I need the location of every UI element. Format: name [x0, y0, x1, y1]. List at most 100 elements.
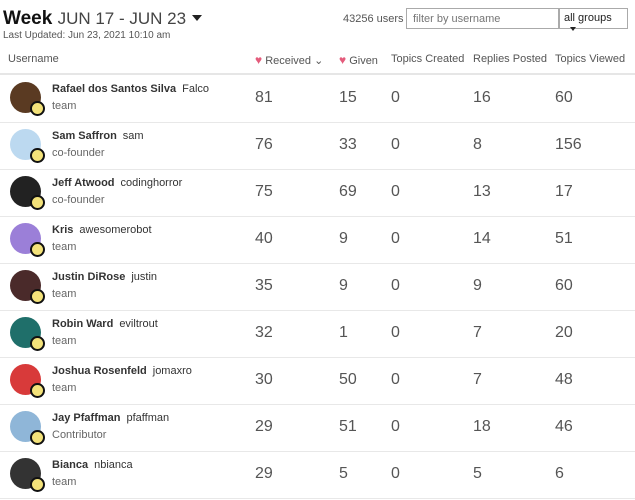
col-received[interactable]: ♥ Received ⌄ [255, 53, 323, 67]
caret-down-icon [192, 15, 203, 21]
username: sam [122, 130, 144, 142]
col-topics-created[interactable]: Topics Created [391, 53, 465, 65]
user-group: team [52, 382, 77, 394]
table-row: Rafael dos Santos Silva Falco team 81 15 … [0, 75, 635, 123]
received-value: 29 [255, 418, 273, 435]
received-value: 76 [255, 136, 273, 153]
username: nbianca [94, 459, 133, 471]
username: codinghorror [120, 177, 183, 189]
full-name: Sam Saffron [52, 130, 117, 142]
user-group: team [52, 241, 77, 253]
period-label: Week [3, 8, 53, 29]
full-name: Justin DiRose [52, 271, 126, 283]
flair-icon [30, 289, 45, 304]
flair-icon [30, 101, 45, 116]
topics-viewed-value: 51 [555, 230, 573, 247]
col-topics-viewed[interactable]: Topics Viewed [555, 53, 626, 65]
user-group: team [52, 288, 77, 300]
full-name: Joshua Rosenfeld [52, 365, 147, 377]
user-group: Contributor [52, 429, 107, 441]
table-row: Sam Saffron sam co-founder 76 33 0 8 156 [0, 122, 635, 170]
user-full-name[interactable]: Jeff Atwood codinghorror [52, 177, 182, 189]
replies-posted-value: 9 [473, 277, 482, 294]
table-row: Jay Pfaffman pfaffman Contributor 29 51 0… [0, 404, 635, 452]
heart-icon: ♥ [255, 53, 263, 67]
flair-icon [30, 477, 45, 492]
col-given[interactable]: ♥ Given [339, 53, 378, 67]
topics-created-value: 0 [391, 371, 400, 388]
given-value: 50 [339, 371, 357, 388]
given-value: 9 [339, 230, 348, 247]
user-group: team [52, 100, 77, 112]
user-full-name[interactable]: Kris awesomerobot [52, 224, 152, 236]
topics-viewed-value: 60 [555, 277, 573, 294]
filter-username-input[interactable] [406, 8, 560, 29]
given-value: 15 [339, 89, 357, 106]
table-row: Justin DiRose justin team 35 9 0 9 60 [0, 263, 635, 311]
username: jomaxro [152, 365, 192, 377]
flair-icon [30, 383, 45, 398]
user-full-name[interactable]: Justin DiRose justin [52, 271, 157, 283]
table-row: Jeff Atwood codinghorror co-founder 75 69… [0, 169, 635, 217]
replies-posted-value: 7 [473, 371, 482, 388]
flair-icon [30, 336, 45, 351]
user-full-name[interactable]: Jay Pfaffman pfaffman [52, 412, 169, 424]
full-name: Jeff Atwood [52, 177, 115, 189]
topics-created-value: 0 [391, 277, 400, 294]
full-name: Rafael dos Santos Silva [52, 83, 177, 95]
user-full-name[interactable]: Sam Saffron sam [52, 130, 144, 142]
username: eviltrout [119, 318, 158, 330]
full-name: Kris [52, 224, 74, 236]
user-group: co-founder [52, 147, 105, 159]
topics-created-value: 0 [391, 230, 400, 247]
table-row: Kris awesomerobot team 40 9 0 14 51 [0, 216, 635, 264]
group-select-value: all groups [564, 12, 612, 24]
given-value: 5 [339, 465, 348, 482]
received-value: 35 [255, 277, 273, 294]
replies-posted-value: 18 [473, 418, 491, 435]
col-replies-posted[interactable]: Replies Posted [473, 53, 547, 65]
topics-created-value: 0 [391, 183, 400, 200]
given-value: 9 [339, 277, 348, 294]
user-count: 43256 users [343, 13, 404, 25]
chevron-down-icon: ⌄ [314, 55, 324, 67]
given-value: 69 [339, 183, 357, 200]
topics-viewed-value: 6 [555, 465, 564, 482]
date-range: JUN 17 - JUN 23 [57, 9, 187, 28]
user-full-name[interactable]: Bianca nbianca [52, 459, 133, 471]
replies-posted-value: 5 [473, 465, 482, 482]
flair-icon [30, 195, 45, 210]
received-value: 29 [255, 465, 273, 482]
replies-posted-value: 13 [473, 183, 491, 200]
received-value: 30 [255, 371, 273, 388]
replies-posted-value: 16 [473, 89, 491, 106]
col-username[interactable]: Username [8, 53, 59, 65]
table-row: Bianca nbianca team 29 5 0 5 6 [0, 451, 635, 499]
given-value: 51 [339, 418, 357, 435]
user-full-name[interactable]: Robin Ward eviltrout [52, 318, 158, 330]
topics-created-value: 0 [391, 465, 400, 482]
replies-posted-value: 14 [473, 230, 491, 247]
received-value: 40 [255, 230, 273, 247]
full-name: Bianca [52, 459, 89, 471]
user-group: team [52, 335, 77, 347]
flair-icon [30, 430, 45, 445]
user-full-name[interactable]: Joshua Rosenfeld jomaxro [52, 365, 192, 377]
username: Falco [182, 83, 210, 95]
topics-viewed-value: 20 [555, 324, 573, 341]
topics-created-value: 0 [391, 324, 400, 341]
topics-created-value: 0 [391, 136, 400, 153]
last-updated: Last Updated: Jun 23, 2021 10:10 am [3, 30, 171, 41]
col-received-label: Received [265, 55, 312, 67]
topics-viewed-value: 17 [555, 183, 573, 200]
full-name: Robin Ward [52, 318, 114, 330]
caret-down-icon [570, 27, 576, 31]
period-selector[interactable]: Week JUN 17 - JUN 23 [3, 8, 203, 30]
user-full-name[interactable]: Rafael dos Santos Silva Falco [52, 83, 209, 95]
given-value: 33 [339, 136, 357, 153]
heart-icon: ♥ [339, 53, 347, 67]
replies-posted-value: 7 [473, 324, 482, 341]
given-value: 1 [339, 324, 348, 341]
received-value: 75 [255, 183, 273, 200]
group-select[interactable]: all groups [558, 8, 628, 31]
